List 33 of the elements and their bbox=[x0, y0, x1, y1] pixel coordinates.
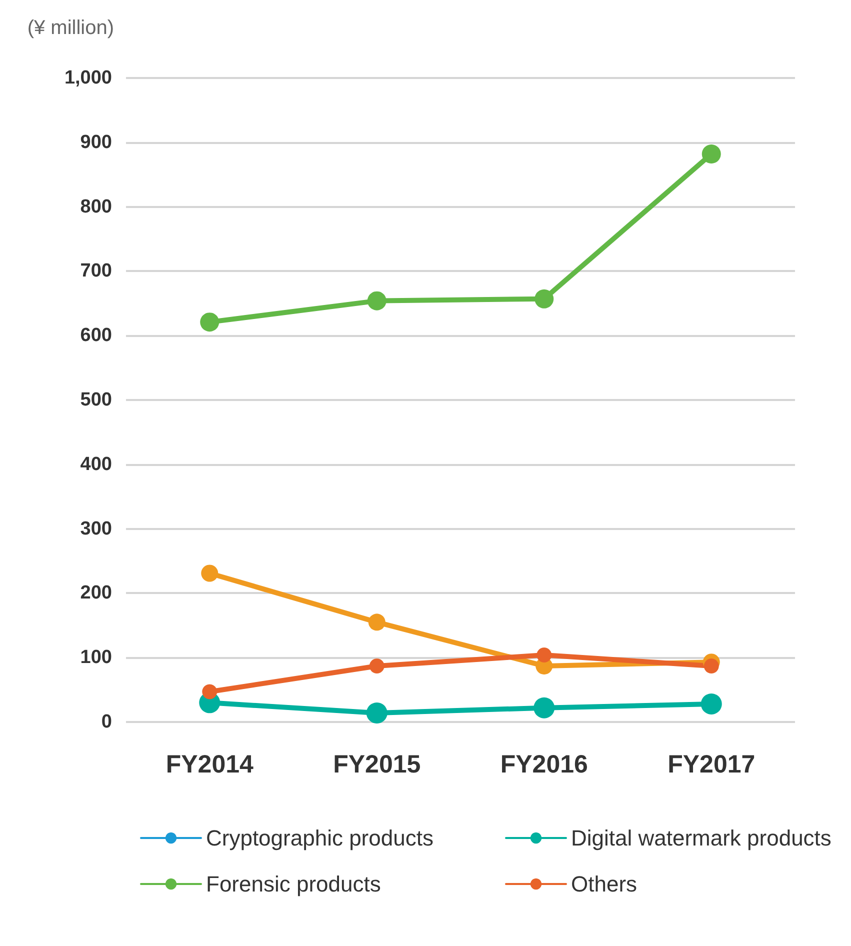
y-tick-label: 0 bbox=[101, 712, 112, 732]
point bbox=[367, 291, 386, 310]
point bbox=[200, 312, 220, 332]
point bbox=[700, 693, 722, 714]
point bbox=[534, 289, 554, 308]
x-tick-label: FY2016 bbox=[500, 750, 588, 778]
y-tick-label: 600 bbox=[80, 325, 112, 346]
y-tick-label: 900 bbox=[80, 132, 112, 153]
y-tick-label: 500 bbox=[80, 390, 112, 410]
point bbox=[534, 697, 555, 718]
point bbox=[202, 684, 218, 700]
point bbox=[201, 564, 218, 582]
x-tick-label: FY2014 bbox=[166, 750, 254, 778]
point bbox=[536, 648, 552, 663]
y-tick-label: 1,000 bbox=[64, 68, 112, 88]
point bbox=[368, 614, 386, 631]
legend-label: Cryptographic products bbox=[206, 826, 434, 850]
y-tick-label: 800 bbox=[80, 196, 112, 218]
y-tick-label: 200 bbox=[80, 582, 112, 604]
point bbox=[702, 144, 721, 164]
legend-label: Digital watermark products bbox=[571, 826, 832, 850]
point bbox=[369, 658, 384, 674]
y-tick-label: 700 bbox=[80, 260, 112, 282]
point bbox=[366, 702, 388, 724]
x-tick-label: FY2015 bbox=[333, 750, 421, 778]
legend-label: Others bbox=[571, 872, 638, 896]
y-axis-title: (¥ million) bbox=[27, 17, 114, 39]
y-tick-label: 400 bbox=[80, 454, 112, 475]
x-tick-label: FY2017 bbox=[668, 750, 756, 778]
legend-label: Forensic products bbox=[206, 872, 381, 896]
y-tick-label: 100 bbox=[80, 647, 112, 668]
y-tick-label: 300 bbox=[80, 518, 112, 540]
point bbox=[704, 658, 719, 674]
